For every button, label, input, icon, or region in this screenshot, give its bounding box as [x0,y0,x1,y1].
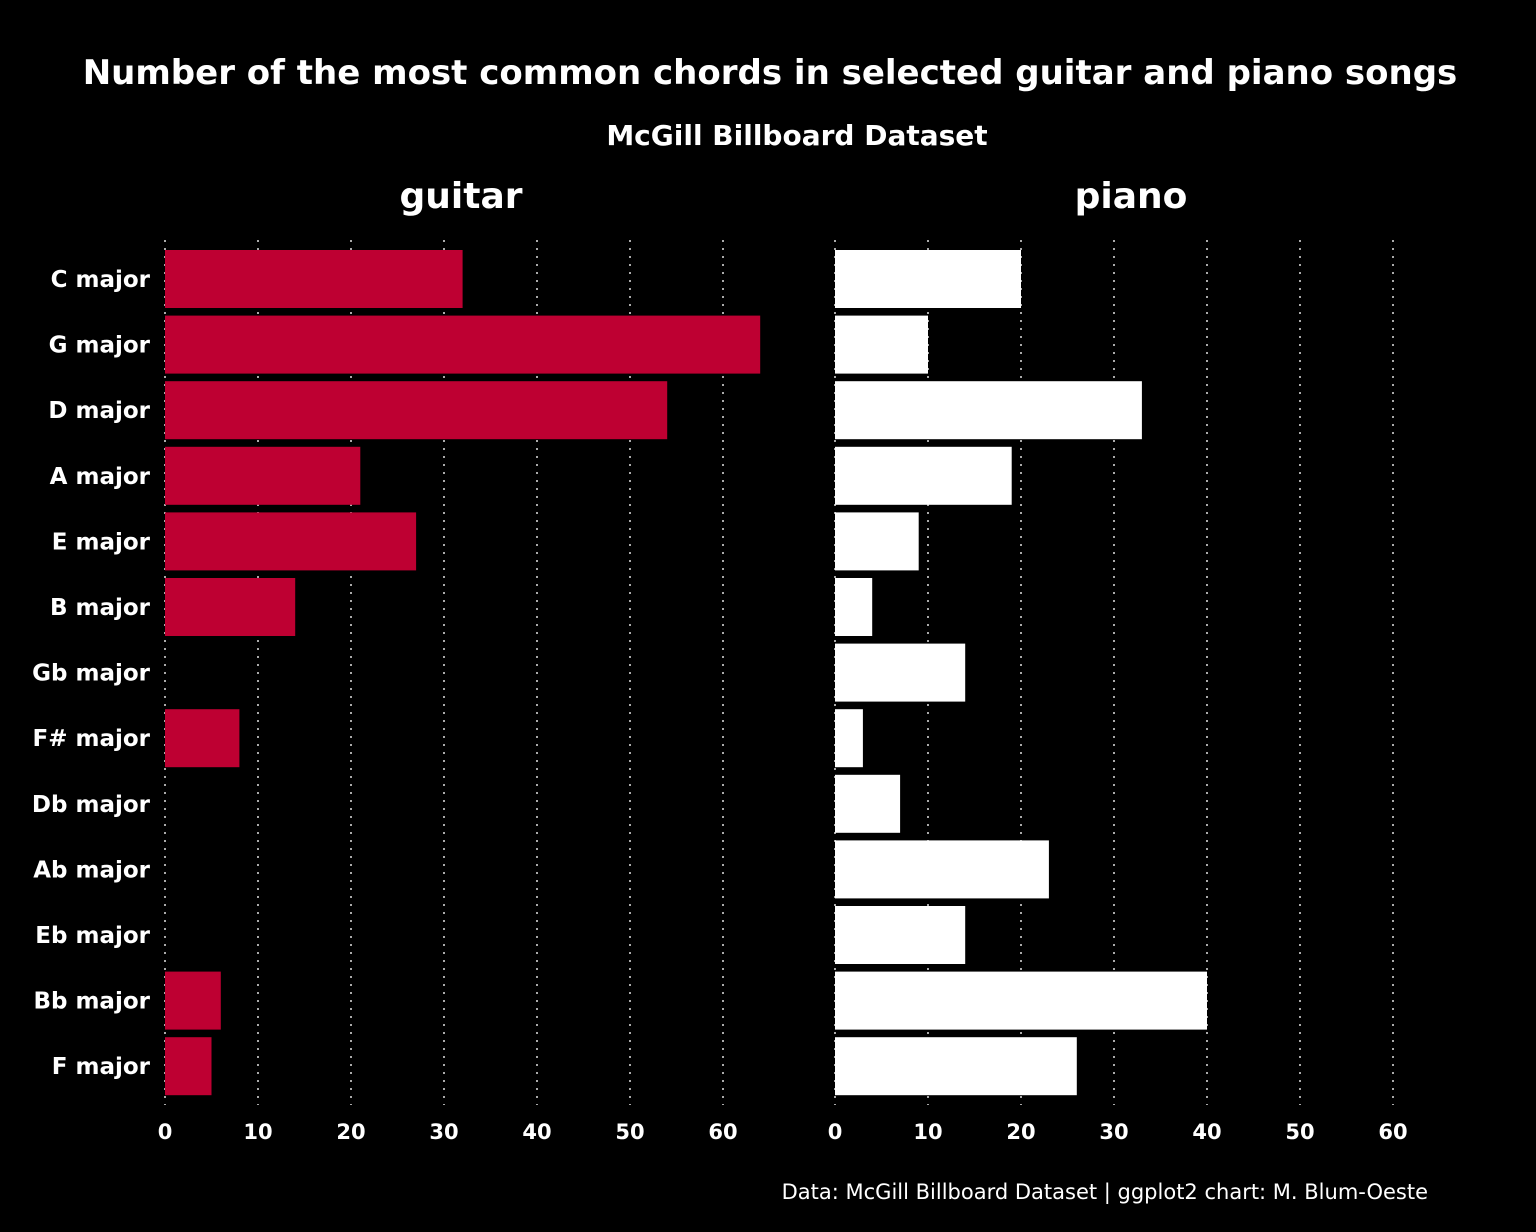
y-tick-label: F# major [32,726,150,752]
y-tick-label: Db major [32,792,151,818]
y-tick-label: G major [49,333,151,359]
x-tick-label: 50 [615,1120,644,1144]
bar-guitar-g-major [165,315,761,374]
bar-guitar-a-major [165,446,361,505]
y-tick-label: A major [50,464,151,490]
bar-guitar-f-major [165,709,240,768]
bar-piano-d-major [835,381,1142,440]
panel-title-guitar: guitar [400,176,523,217]
chart-subtitle: McGill Billboard Dataset [606,119,987,152]
bar-piano-f-major [835,709,863,768]
bar-piano-c-major [835,250,1021,308]
bar-guitar-b-major [165,578,296,636]
y-tick-label: D major [48,398,150,424]
x-tick-label: 60 [708,1120,737,1144]
bar-guitar-d-major [165,381,668,440]
bar-piano-db-major [835,774,901,833]
y-tick-label: Bb major [33,989,150,1015]
x-tick-label: 50 [1285,1120,1314,1144]
bar-piano-gb-major [835,643,966,702]
x-tick-label: 40 [1192,1120,1221,1144]
bar-piano-b-major [835,578,873,636]
bar-piano-bb-major [835,971,1207,1030]
bar-piano-ab-major [835,840,1049,899]
y-tick-label: F major [52,1054,151,1080]
x-tick-label: 60 [1378,1120,1407,1144]
y-tick-label: B major [50,595,151,621]
y-tick-label: Eb major [35,923,150,949]
x-tick-label: 40 [522,1120,551,1144]
bar-guitar-bb-major [165,971,221,1030]
chart-caption: Data: McGill Billboard Dataset | ggplot2… [782,1180,1428,1205]
bar-piano-a-major [835,446,1012,505]
bar-piano-f-major [835,1037,1077,1096]
x-tick-label: 10 [913,1120,942,1144]
x-tick-label: 30 [429,1120,458,1144]
chart-title: Number of the most common chords in sele… [83,53,1458,93]
x-tick-label: 20 [336,1120,365,1144]
bar-guitar-c-major [165,250,463,308]
x-tick-label: 0 [158,1120,173,1144]
y-tick-label: C major [51,267,151,293]
bar-piano-g-major [835,315,928,374]
y-tick-label: Gb major [32,661,151,687]
y-tick-label: Ab major [33,857,150,883]
x-tick-label: 20 [1006,1120,1035,1144]
x-tick-label: 10 [243,1120,272,1144]
panel-title-piano: piano [1075,176,1188,217]
x-tick-label: 30 [1099,1120,1128,1144]
bar-guitar-f-major [165,1037,212,1096]
y-tick-label: E major [52,529,151,555]
x-tick-label: 0 [828,1120,843,1144]
bar-piano-e-major [835,512,919,571]
bar-guitar-e-major [165,512,417,571]
bar-piano-eb-major [835,906,966,964]
